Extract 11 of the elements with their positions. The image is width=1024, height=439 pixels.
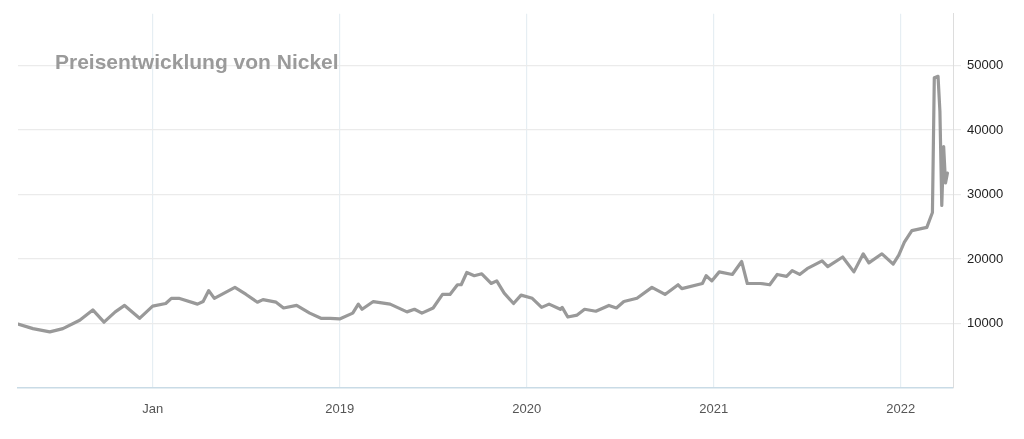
y-tick-label: 10000 [967,315,1004,331]
y-tick-label: 20000 [967,250,1004,266]
x-tick-label: Jan [142,401,164,417]
x-tick-label: 2022 [886,401,916,417]
y-tick-label: 30000 [967,186,1004,202]
y-tick-label: 40000 [967,121,1004,137]
x-tick-label: 2021 [699,401,729,417]
y-tick-label: 50000 [967,56,1004,72]
text: Preisentwicklung von Nickel [55,49,339,73]
x-tick-label: 2020 [512,401,542,417]
x-tick-label: 2019 [325,401,355,417]
